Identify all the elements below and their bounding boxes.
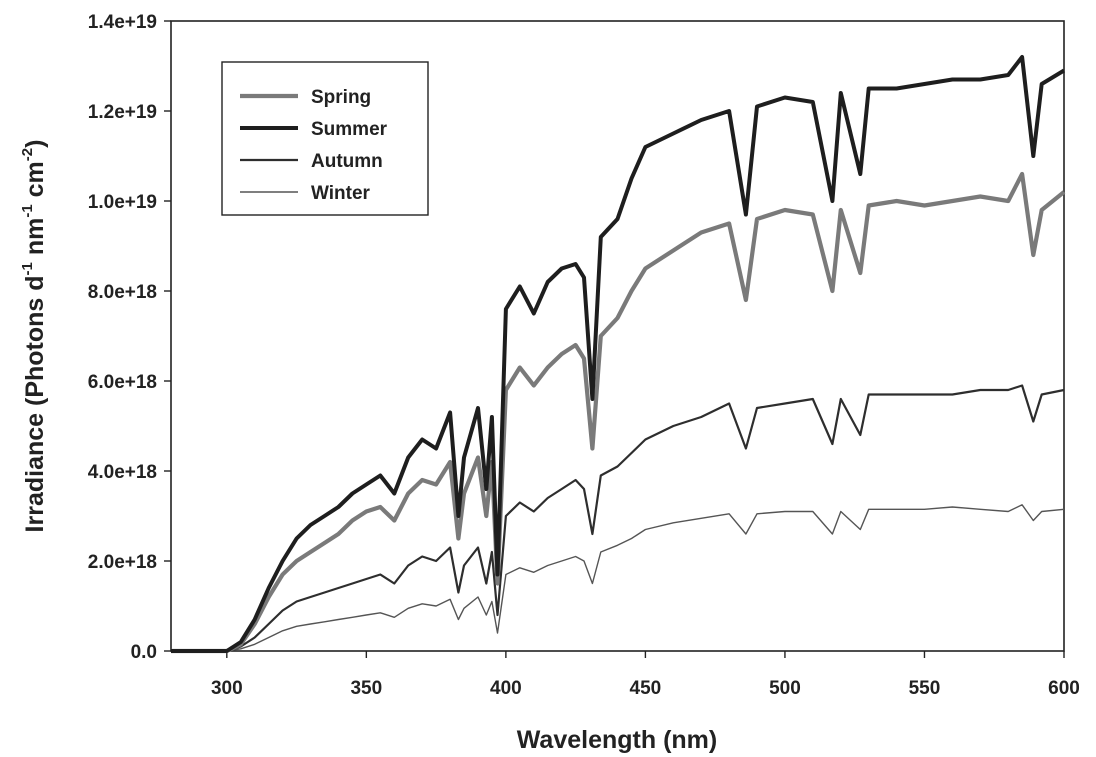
y-tick-label: 1.0e+19 (88, 192, 157, 213)
series-line-autumn (171, 384, 1065, 653)
y-title-part: Irradiance (Photons d (21, 275, 49, 532)
series-line-summer (171, 55, 1066, 653)
legend-label-autumn: Autumn (311, 151, 383, 172)
legend-label-winter: Winter (311, 183, 371, 204)
y-title-part: nm (21, 218, 49, 262)
y-tick-label: 1.4e+19 (88, 12, 157, 33)
y-title-superscript: -1 (19, 262, 36, 275)
y-tick-label: 0.0 (131, 642, 157, 663)
x-axis-title: Wavelength (nm) (517, 726, 717, 754)
legend: Spring Summer Autumn Winter (221, 61, 429, 216)
legend-box (221, 61, 429, 216)
y-axis-title: Irradiance (Photons d-1 nm-1 cm-2) (19, 140, 49, 533)
plot-area-border (170, 20, 1065, 652)
y-axis: 0.0 2.0e+18 4.0e+18 6.0e+18 8.0e+18 1.0e+19 1.… (88, 12, 171, 663)
y-tick-label: 8.0e+18 (88, 282, 157, 303)
x-tick-label: 550 (909, 678, 941, 699)
y-title-superscript: -2 (19, 148, 36, 161)
y-title-part: cm (21, 161, 49, 204)
x-tick-label: 500 (769, 678, 801, 699)
y-tick-label: 1.2e+19 (88, 102, 157, 123)
x-tick-label: 400 (490, 678, 522, 699)
plot-frame (170, 20, 1065, 652)
legend-label-summer: Summer (311, 119, 388, 140)
x-tick-label: 450 (630, 678, 662, 699)
series-line-spring (171, 171, 1066, 654)
x-tick-label: 600 (1048, 678, 1080, 699)
y-title-superscript: -1 (19, 204, 36, 217)
y-tick-label: 2.0e+18 (88, 552, 157, 573)
series-line-winter (171, 504, 1065, 652)
y-tick-label: 4.0e+18 (88, 462, 157, 483)
x-tick-label: 350 (350, 678, 382, 699)
y-tick-label: 6.0e+18 (88, 372, 157, 393)
x-axis: 300 350 400 450 500 550 600 (211, 651, 1080, 699)
y-title-part: ) (21, 140, 49, 148)
series-lines (171, 55, 1066, 654)
legend-label-spring: Spring (311, 87, 371, 108)
x-tick-label: 300 (211, 678, 243, 699)
